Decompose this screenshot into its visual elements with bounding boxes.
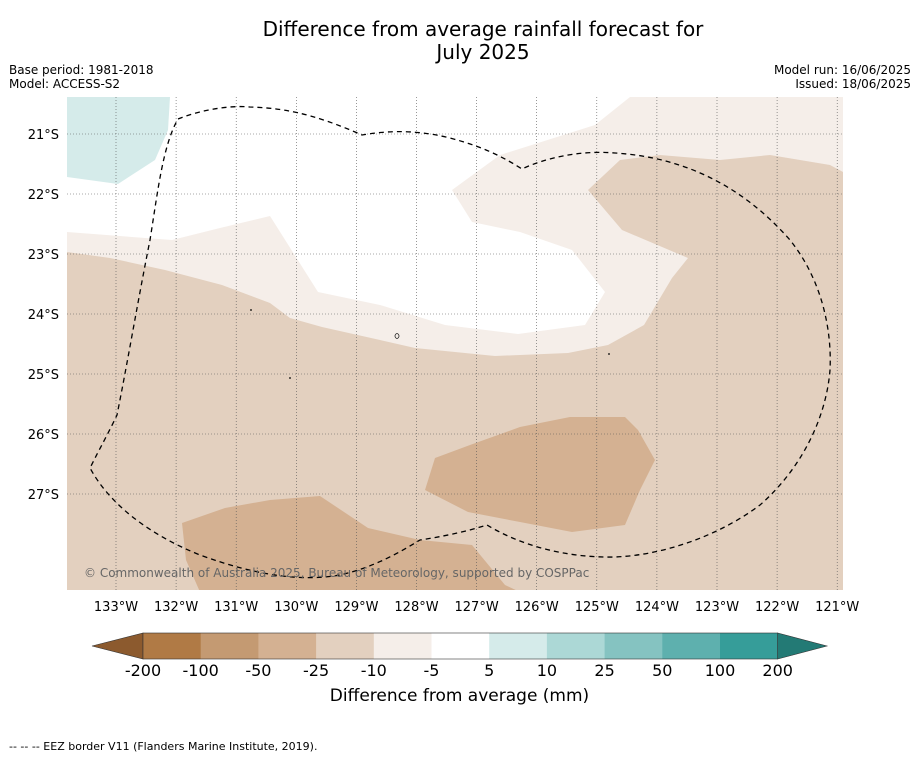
longitude-label: 130°W — [274, 600, 318, 615]
region-wet-light — [67, 97, 170, 184]
longitude-label: 133°W — [94, 600, 138, 615]
meta-left: Base period: 1981-2018 Model: ACCESS-S2 — [9, 63, 154, 91]
colorbar-segment — [200, 633, 259, 659]
colorbar-tick-label: -5 — [424, 661, 440, 680]
title-line-1: Difference from average rainfall forecas… — [262, 17, 704, 41]
longitude-label: 125°W — [575, 600, 619, 615]
colorbar-segment — [143, 633, 202, 659]
colorbar-tick-label: -100 — [183, 661, 219, 680]
colorbar-segment — [604, 633, 663, 659]
graticule — [67, 97, 843, 590]
colorbar-tick-label: 50 — [652, 661, 672, 680]
colorbar-tick-label: -50 — [245, 661, 271, 680]
longitude-label: 126°W — [515, 600, 559, 615]
colorbar-segment — [373, 633, 432, 659]
longitude-label: 132°W — [154, 600, 198, 615]
longitude-label: 121°W — [815, 600, 859, 615]
latitude-label: 21°S — [28, 128, 59, 143]
longitude-labels: 133°W 132°W 131°W 130°W 129°W 128°W 127°W 126°W… — [94, 600, 860, 615]
colorbar-extend-low — [91, 632, 144, 660]
eez-border — [89, 105, 831, 579]
colorbar-frame — [142, 632, 779, 660]
region-dry-strong-1 — [425, 417, 655, 532]
colorbar-tick-label: 10 — [537, 661, 557, 680]
model-run: Model run: 16/06/2025 — [773, 63, 911, 77]
latitude-label: 24°S — [28, 308, 59, 323]
region-dry-strong-2 — [182, 496, 516, 590]
region-normal — [67, 97, 630, 334]
colorbar: -200 -100 -50 -25 -10 -5 5 10 25 50 100 200 — [91, 632, 829, 680]
colorbar-tick-label: -25 — [303, 661, 329, 680]
island-mark — [608, 353, 610, 355]
copyright-note: © Commonwealth of Australia 2025, Bureau… — [84, 566, 589, 580]
colorbar-tick-label: 100 — [705, 661, 736, 680]
longitude-label: 129°W — [334, 600, 378, 615]
latitude-label: 26°S — [28, 428, 59, 443]
longitude-label: 122°W — [755, 600, 799, 615]
colorbar-segment — [662, 633, 721, 659]
colorbar-tick-label: -200 — [125, 661, 161, 680]
eez-footnote: -- -- -- EEZ border V11 (Flanders Marine… — [9, 740, 318, 753]
colorbar-segment — [489, 633, 548, 659]
longitude-label: 123°W — [695, 600, 739, 615]
colorbar-tick-label: -10 — [361, 661, 387, 680]
colorbar-tick-label: 5 — [484, 661, 494, 680]
meta-right: Model run: 16/06/2025 Issued: 18/06/2025 — [774, 63, 911, 91]
island-mark — [394, 333, 400, 339]
colorbar-segment — [431, 633, 490, 659]
colorbar-extend-high — [777, 632, 829, 660]
longitude-label: 124°W — [635, 600, 679, 615]
colorbar-segment — [316, 633, 375, 659]
colorbar-tick-label: 200 — [762, 661, 793, 680]
island-mark — [250, 309, 252, 311]
title-line-2: July 2025 — [436, 40, 530, 64]
latitude-label: 22°S — [28, 188, 59, 203]
issued-date: Issued: 18/06/2025 — [795, 77, 911, 91]
latitude-label: 27°S — [28, 488, 59, 503]
map-area: © Commonwealth of Australia 2025, Bureau… — [67, 97, 843, 590]
chart-title: Difference from average rainfall forecas… — [0, 18, 919, 64]
base-period: Base period: 1981-2018 — [9, 63, 154, 77]
longitude-label: 131°W — [214, 600, 258, 615]
latitude-label: 25°S — [28, 368, 59, 383]
longitude-label: 128°W — [394, 600, 438, 615]
colorbar-segment — [546, 633, 606, 659]
colorbar-label: Difference from average (mm) — [329, 686, 590, 706]
longitude-label: 127°W — [455, 600, 499, 615]
model-name: Model: ACCESS-S2 — [9, 77, 121, 91]
colorbar-tick-label: 25 — [594, 661, 614, 680]
island-mark — [289, 377, 291, 379]
latitude-label: 23°S — [28, 248, 59, 263]
latitude-labels: 21°S 22°S 23°S 24°S 25°S 26°S 27°S — [28, 128, 59, 503]
colorbar-segment — [720, 633, 779, 659]
colorbar-segment — [258, 633, 317, 659]
